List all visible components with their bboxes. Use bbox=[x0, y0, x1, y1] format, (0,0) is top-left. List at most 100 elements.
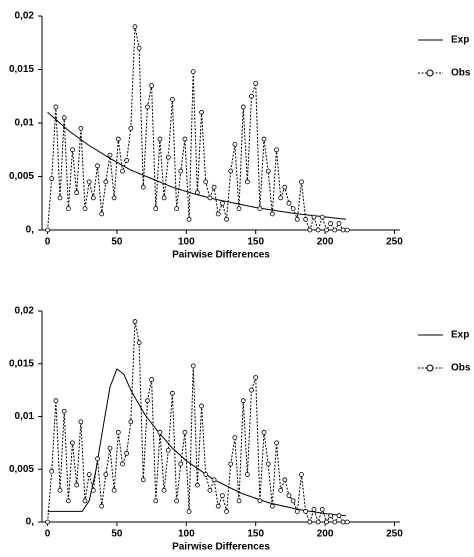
marker bbox=[78, 419, 84, 425]
marker bbox=[328, 513, 334, 519]
marker bbox=[286, 200, 292, 206]
marker bbox=[253, 375, 259, 380]
marker bbox=[211, 477, 217, 483]
marker bbox=[265, 461, 271, 467]
marker bbox=[190, 363, 196, 369]
marker bbox=[61, 115, 67, 121]
marker bbox=[299, 179, 304, 185]
marker bbox=[207, 195, 213, 201]
marker bbox=[70, 440, 75, 446]
marker bbox=[120, 168, 125, 174]
marker bbox=[124, 451, 130, 456]
marker bbox=[82, 498, 88, 504]
marker bbox=[282, 477, 288, 483]
marker bbox=[78, 125, 84, 131]
marker bbox=[324, 519, 329, 525]
marker bbox=[165, 447, 171, 453]
marker bbox=[86, 179, 92, 185]
marker bbox=[265, 168, 271, 174]
marker bbox=[207, 487, 213, 493]
x-tick-label: 100 bbox=[178, 529, 195, 540]
x-tick-label: 100 bbox=[178, 237, 195, 248]
y-tick-label: 0, bbox=[26, 517, 35, 528]
marker bbox=[257, 498, 263, 504]
marker bbox=[49, 176, 55, 182]
marker bbox=[336, 221, 342, 226]
x-axis-label: Pairwise Differences bbox=[172, 250, 270, 261]
marker bbox=[132, 319, 138, 324]
y-tick-label: 0,02 bbox=[15, 306, 35, 317]
marker bbox=[161, 487, 167, 493]
marker bbox=[294, 509, 300, 514]
marker bbox=[278, 487, 284, 493]
marker bbox=[324, 227, 329, 233]
marker bbox=[149, 83, 155, 88]
marker bbox=[257, 206, 263, 212]
y-tick-label: 0, bbox=[26, 225, 35, 236]
marker bbox=[261, 136, 267, 142]
marker bbox=[136, 340, 142, 346]
marker bbox=[240, 398, 246, 404]
marker bbox=[124, 158, 130, 163]
marker bbox=[236, 498, 242, 504]
x-tick-label: 200 bbox=[317, 237, 334, 248]
marker bbox=[232, 435, 238, 441]
x-tick-label: 0 bbox=[45, 237, 51, 248]
marker bbox=[294, 216, 300, 222]
marker bbox=[286, 493, 292, 499]
marker bbox=[140, 477, 146, 483]
legend-label: Exp bbox=[451, 330, 469, 341]
marker bbox=[90, 195, 96, 201]
marker bbox=[65, 498, 71, 504]
marker bbox=[99, 211, 105, 217]
marker bbox=[132, 24, 138, 30]
y-tick-label: 0,005 bbox=[9, 464, 34, 475]
marker bbox=[115, 429, 121, 435]
x-tick-label: 250 bbox=[386, 529, 403, 540]
marker bbox=[45, 519, 50, 525]
marker bbox=[303, 509, 309, 514]
y-tick-label: 0,01 bbox=[15, 118, 35, 129]
legend-label: Obs bbox=[451, 363, 471, 374]
legend-label: Exp bbox=[451, 35, 469, 46]
marker bbox=[224, 216, 229, 222]
x-tick-label: 150 bbox=[247, 237, 264, 248]
marker bbox=[340, 227, 346, 233]
marker bbox=[61, 408, 67, 414]
y-tick-label: 0,005 bbox=[9, 171, 34, 182]
marker bbox=[215, 211, 221, 217]
marker bbox=[178, 461, 184, 467]
marker bbox=[240, 104, 246, 110]
marker bbox=[249, 387, 254, 393]
marker bbox=[103, 472, 109, 477]
marker bbox=[170, 390, 175, 396]
marker bbox=[307, 227, 313, 233]
marker bbox=[45, 227, 50, 233]
marker bbox=[57, 195, 63, 201]
marker bbox=[332, 519, 338, 525]
legend-marker bbox=[426, 69, 434, 77]
marker bbox=[269, 211, 275, 217]
marker bbox=[274, 440, 279, 446]
marker bbox=[232, 141, 238, 147]
marker bbox=[82, 206, 88, 212]
marker bbox=[215, 503, 221, 509]
marker bbox=[278, 195, 284, 201]
marker bbox=[74, 482, 80, 488]
marker bbox=[86, 472, 92, 477]
marker bbox=[53, 104, 59, 110]
marker bbox=[261, 429, 267, 435]
marker bbox=[153, 498, 159, 504]
x-tick-label: 150 bbox=[247, 529, 264, 540]
marker bbox=[140, 184, 146, 190]
marker bbox=[136, 45, 142, 51]
marker bbox=[311, 214, 317, 220]
marker bbox=[186, 216, 192, 222]
marker bbox=[95, 163, 100, 169]
marker bbox=[182, 136, 188, 142]
marker bbox=[219, 493, 225, 499]
marker bbox=[107, 152, 113, 158]
marker bbox=[157, 136, 163, 142]
marker bbox=[74, 190, 80, 195]
marker bbox=[120, 461, 125, 467]
